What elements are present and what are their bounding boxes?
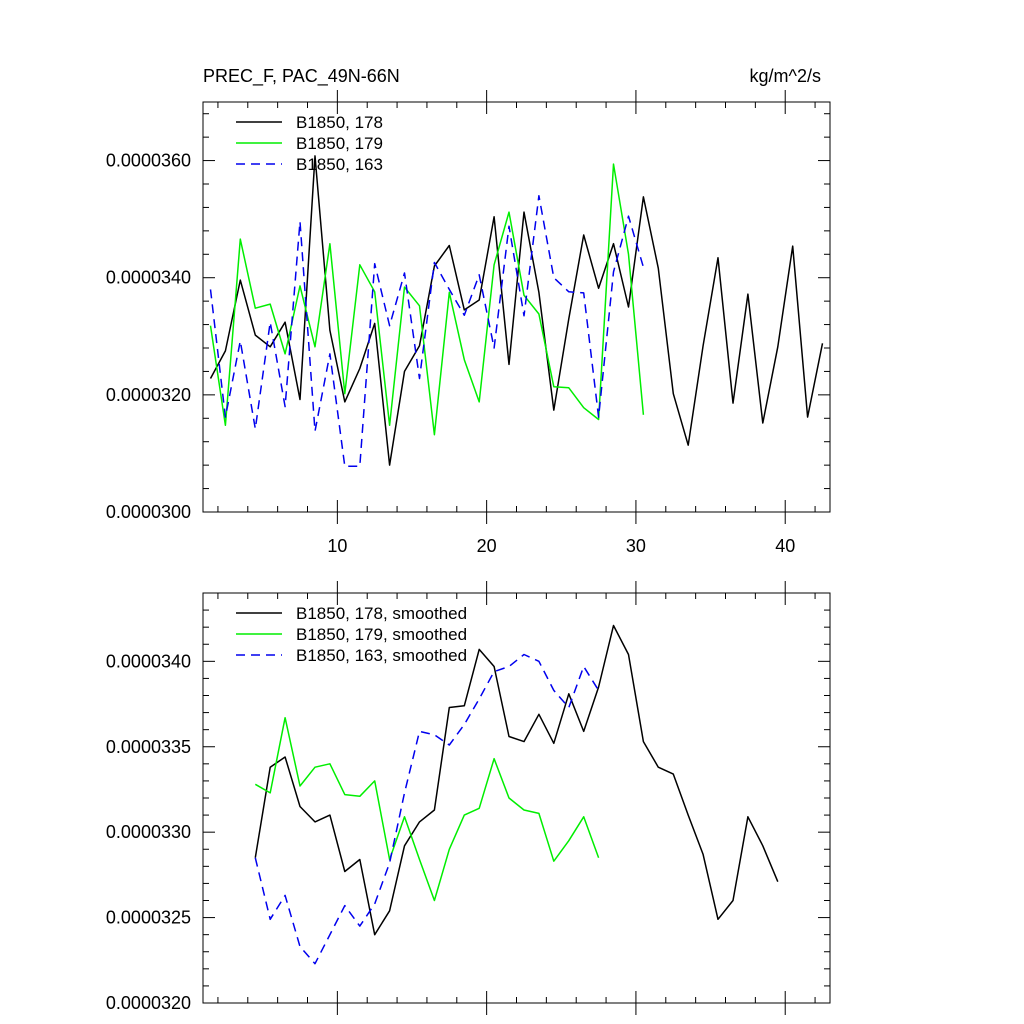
bottom-series-line-3 xyxy=(254,653,600,965)
bottom-y-tick-label: 0.0000340 xyxy=(106,651,191,671)
bottom-legend-label-3: B1850, 163, smoothed xyxy=(296,646,467,665)
bottom-legend-label-2: B1850, 179, smoothed xyxy=(296,625,467,644)
top-y-tick-label: 0.0000340 xyxy=(106,268,191,288)
bottom-y-tick-label: 0.0000330 xyxy=(106,822,191,842)
bottom-x-ticks xyxy=(217,581,816,1015)
top-series-line-3 xyxy=(209,194,645,468)
bottom-legend: B1850, 178, smoothed B1850, 179, smoothed… xyxy=(236,604,467,665)
bottom-panel: 0.0000320 0.0000325 0.0000330 0.0000335 0.00… xyxy=(106,581,831,1015)
top-legend: B1850, 178 B1850, 179 B1850, 163 xyxy=(236,113,383,174)
top-legend-label-3: B1850, 163 xyxy=(296,155,383,174)
top-title-left: PREC_F, PAC_49N-66N xyxy=(203,66,400,87)
bottom-series-line-2 xyxy=(254,716,600,902)
bottom-y-tick-label: 0.0000325 xyxy=(106,908,191,928)
bottom-y-ticks: 0.0000320 0.0000325 0.0000330 0.0000335 0.00… xyxy=(106,592,830,1013)
top-x-tick-label: 40 xyxy=(775,536,795,556)
top-y-tick-label: 0.0000360 xyxy=(106,151,191,171)
top-legend-label-2: B1850, 179 xyxy=(296,134,383,153)
top-series-line-2 xyxy=(209,163,645,436)
top-x-tick-label: 10 xyxy=(327,536,347,556)
top-title-right: kg/m^2/s xyxy=(750,66,821,86)
bottom-series-group xyxy=(254,624,779,965)
top-x-tick-label: 30 xyxy=(626,536,646,556)
top-y-ticks: 0.0000300 0.0000320 0.0000340 0.0000360 xyxy=(106,113,830,522)
top-x-ticks: 10 20 30 40 xyxy=(217,90,816,556)
top-legend-label-1: B1850, 178 xyxy=(296,113,383,132)
top-y-tick-label: 0.0000320 xyxy=(106,385,191,405)
top-x-tick-label: 20 xyxy=(477,536,497,556)
bottom-y-tick-label: 0.0000320 xyxy=(106,993,191,1013)
bottom-y-tick-label: 0.0000335 xyxy=(106,737,191,757)
top-series-line-1 xyxy=(209,155,824,466)
top-series-group xyxy=(209,155,824,468)
top-y-tick-label: 0.0000300 xyxy=(106,502,191,522)
bottom-series-line-1 xyxy=(254,624,779,936)
top-panel: PREC_F, PAC_49N-66N kg/m^2/s 0.00003000.… xyxy=(106,66,831,556)
bottom-legend-label-1: B1850, 178, smoothed xyxy=(296,604,467,623)
